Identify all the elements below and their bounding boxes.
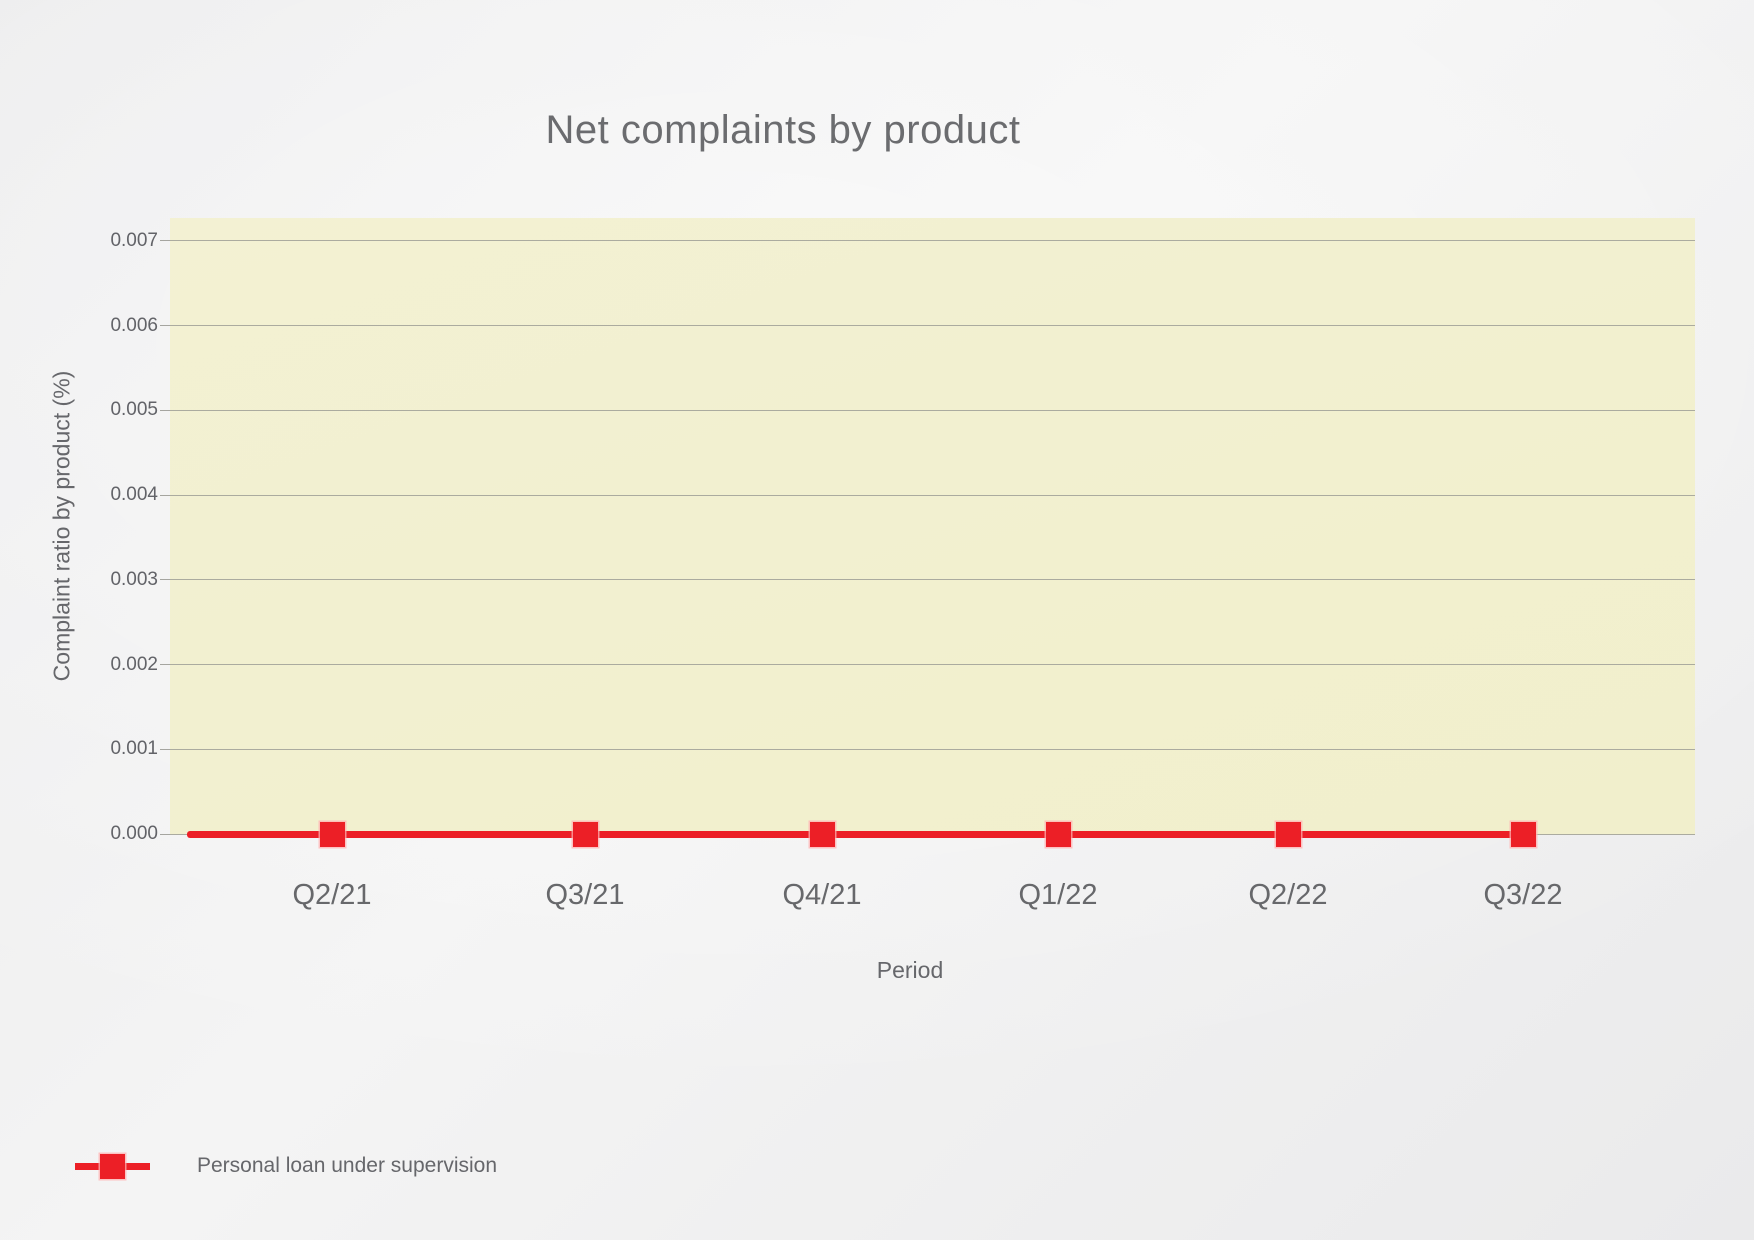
y-tick-label: 0.005 — [110, 399, 158, 421]
data-point-marker[interactable] — [809, 821, 835, 847]
gridline — [170, 409, 1695, 411]
y-tick-mark — [160, 833, 170, 835]
x-tick-label: Q3/22 — [1483, 879, 1563, 911]
y-tick-label: 0.006 — [110, 314, 158, 336]
y-tick-mark — [160, 240, 170, 242]
data-point-marker[interactable] — [1275, 821, 1301, 847]
y-tick-label: 0.003 — [110, 568, 158, 590]
data-point-marker[interactable] — [1510, 821, 1536, 847]
y-tick-label: 0.001 — [110, 738, 158, 760]
y-tick-mark — [160, 409, 170, 411]
x-tick-label: Q2/21 — [292, 879, 372, 911]
x-tick-label: Q1/22 — [1018, 879, 1098, 911]
y-tick-mark — [160, 664, 170, 666]
legend-label: Personal loan under supervision — [197, 1154, 498, 1177]
gridline — [170, 325, 1695, 327]
gridline — [170, 748, 1695, 750]
gridline — [170, 240, 1695, 242]
legend-square-marker-icon — [100, 1153, 125, 1179]
series-line[interactable] — [187, 830, 1523, 838]
gridline — [170, 579, 1695, 581]
data-point-marker[interactable] — [1045, 821, 1071, 847]
y-tick-mark — [160, 579, 170, 581]
chart-title: Net complaints by product — [545, 108, 1021, 152]
y-tick-label: 0.002 — [110, 653, 158, 675]
legend[interactable]: Personal loan under supervision — [75, 1148, 497, 1184]
x-tick-label: Q2/22 — [1248, 879, 1328, 911]
gridline — [170, 494, 1695, 496]
x-tick-label: Q3/21 — [545, 879, 625, 911]
x-axis-title: Period — [876, 957, 944, 983]
y-tick-label: 0.000 — [110, 823, 158, 844]
plot-area: 0.000 0.001 0.002 0.003 0.004 0.005 0.006 0.007… — [110, 218, 1695, 911]
x-tick-label: Q4/21 — [782, 879, 862, 911]
y-tick-label: 0.007 — [110, 229, 158, 251]
y-tick-mark — [160, 494, 170, 496]
y-tick-mark — [160, 325, 170, 327]
data-point-marker[interactable] — [319, 821, 345, 847]
gridline — [170, 664, 1695, 666]
data-point-marker[interactable] — [572, 821, 598, 847]
y-tick-mark — [160, 748, 170, 750]
legend-series-marker-icon — [75, 1153, 150, 1179]
y-tick-label: 0.004 — [110, 484, 158, 506]
